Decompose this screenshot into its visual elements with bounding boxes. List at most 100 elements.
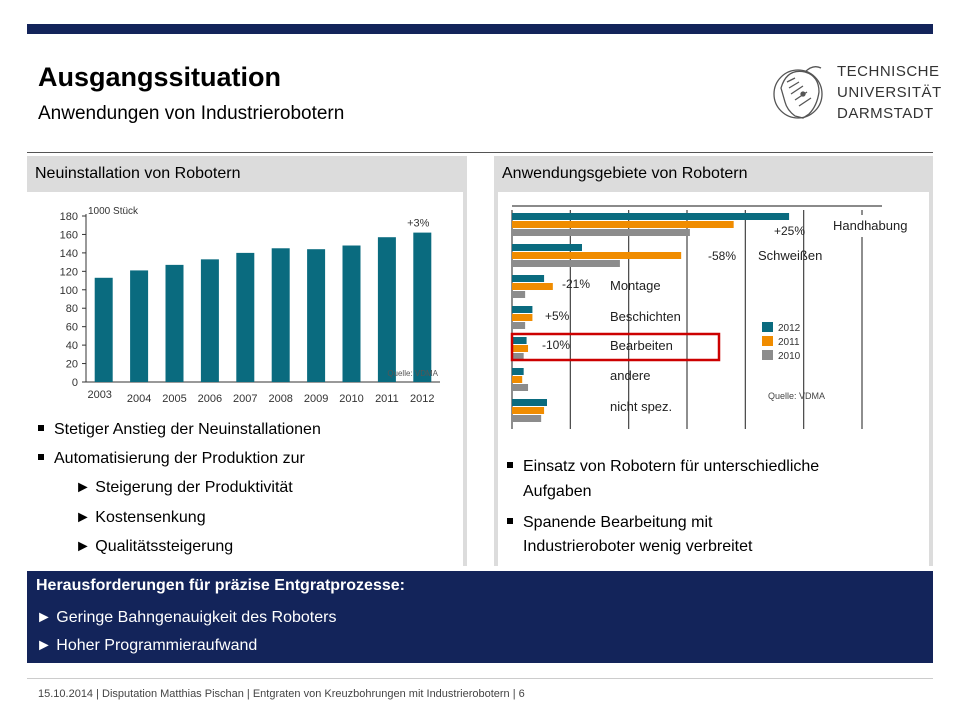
y-tick-label: 20	[66, 359, 78, 371]
category-label: Beschichten	[610, 309, 681, 324]
challenge-item-2: ► Hoher Programmieraufwand	[36, 637, 258, 654]
bullet-text: Aufgaben	[523, 483, 592, 500]
y-tick-label: 160	[60, 229, 78, 241]
highlight-box	[510, 332, 721, 362]
footer-text: 15.10.2014 | Disputation Matthias Pischa…	[38, 688, 525, 700]
bar	[94, 277, 113, 382]
footer-divider	[27, 678, 933, 679]
legend-swatch-2010	[762, 350, 773, 360]
bar	[342, 245, 361, 382]
growth-annotation: +3%	[407, 218, 430, 230]
left-bullet-1: Stetiger Anstieg der Neuinstallationen	[38, 421, 321, 439]
university-logo	[773, 66, 823, 119]
bar-2012	[512, 275, 545, 282]
y-tick-label: 140	[60, 248, 78, 260]
bar-2010	[512, 260, 620, 267]
category-label: Handhabung	[833, 218, 907, 233]
logo-line-3: DARMSTADT	[837, 105, 934, 122]
right-panel-border-right	[929, 156, 933, 566]
bar-2010	[512, 291, 526, 298]
bar-2012	[512, 368, 524, 375]
left-subbullet-2: ► Kostensenkung	[75, 509, 206, 527]
x-tick-label: 2010	[339, 393, 363, 405]
right-bullet-2: Spanende Bearbeitung mit	[507, 514, 712, 532]
right-panel-border-left	[494, 156, 498, 566]
bar	[236, 252, 255, 382]
bar-2012	[512, 337, 527, 344]
category-label: Bearbeiten	[610, 338, 673, 353]
athena-head-icon	[773, 66, 823, 119]
bar	[307, 249, 326, 382]
y-tick-label: 80	[66, 303, 78, 315]
bullet-square-icon	[38, 454, 44, 460]
right-bullet-2-cont: Industrieroboter wenig verbreitet	[523, 538, 752, 556]
bullet-text: ► Kostensenkung	[75, 509, 206, 526]
bar-2012	[512, 244, 582, 251]
right-bullet-1: Einsatz von Robotern für unterschiedlich…	[507, 458, 819, 476]
category-label: Montage	[610, 278, 661, 293]
unit-label: 1000 Stück	[88, 206, 139, 217]
x-tick-label: 2005	[162, 393, 186, 405]
y-tick-label: 120	[60, 266, 78, 278]
legend-label: 2010	[778, 351, 801, 362]
bar-2010	[512, 384, 529, 391]
x-tick-label: 2008	[268, 393, 292, 405]
bar-2010	[512, 322, 526, 329]
bullet-text: ► Steigerung der Produktivität	[75, 479, 293, 496]
left-subbullet-1: ► Steigerung der Produktivität	[75, 479, 293, 497]
right-panel-title: Anwendungsgebiete von Robotern	[502, 165, 748, 182]
bullet-text: Automatisierung der Produktion zur	[54, 450, 305, 467]
legend-swatch-2012	[762, 322, 773, 332]
bar-2010	[512, 415, 542, 422]
bullet-text: ► Qualitätssteigerung	[75, 538, 234, 555]
source-label: Quelle: VDMA	[768, 391, 825, 401]
bar-2012	[512, 213, 790, 220]
category-label: Schweißen	[758, 248, 822, 263]
bullet-square-icon	[507, 462, 513, 468]
x-tick-label: 2004	[127, 393, 151, 405]
bar-2010	[512, 229, 690, 236]
bar	[200, 259, 219, 382]
challenge-title: Herausforderungen für präzise Entgratpro…	[36, 577, 405, 594]
header-divider	[27, 152, 933, 153]
bar	[413, 232, 432, 382]
legend-swatch-2011	[762, 336, 773, 346]
bar	[271, 248, 290, 382]
growth-annotation: -21%	[562, 277, 590, 291]
category-label: andere	[610, 368, 650, 383]
y-tick-label: 60	[66, 322, 78, 334]
x-tick-label: 2011	[375, 393, 399, 405]
bullet-text: Industrieroboter wenig verbreitet	[523, 538, 753, 555]
x-tick-label: 2012	[410, 393, 434, 405]
category-label: nicht spez.	[610, 399, 672, 414]
logo-line-1: TECHNISCHE	[837, 63, 940, 80]
category-label-bg	[829, 215, 929, 237]
growth-annotation: -10%	[542, 338, 570, 352]
bullet-text: Spanende Bearbeitung mit	[523, 514, 713, 531]
bar	[165, 264, 184, 382]
bullet-text: Einsatz von Robotern für unterschiedlich…	[523, 458, 820, 475]
legend-label: 2011	[778, 337, 800, 348]
challenge-item-1: ► Geringe Bahngenauigkeit des Roboters	[36, 609, 337, 626]
source-label: Quelle: VDMA	[387, 369, 438, 378]
x-tick-label: 2009	[304, 393, 328, 405]
y-tick-label: 100	[60, 285, 78, 297]
bar-2011	[512, 376, 523, 383]
logo-line-2: UNIVERSITÄT	[837, 84, 942, 101]
bar-2010	[512, 353, 524, 360]
bullet-square-icon	[38, 425, 44, 431]
y-tick-label: 0	[72, 377, 78, 389]
bar-2011	[512, 314, 533, 321]
top-bar	[27, 24, 933, 34]
legend-label: 2012	[778, 323, 801, 334]
applications-chart: 020004000600080001000012000StückHandhabu…	[510, 205, 929, 429]
page-subtitle: Anwendungen von Industrierobotern	[38, 103, 345, 124]
challenge-box: Herausforderungen für präzise Entgratpro…	[27, 571, 933, 663]
bar-2011	[512, 252, 682, 259]
growth-annotation: -58%	[708, 249, 736, 263]
growth-annotation: +25%	[774, 224, 805, 238]
growth-annotation: +5%	[545, 309, 570, 323]
x-tick-label: 2006	[198, 393, 222, 405]
x-tick-label: 2007	[233, 393, 257, 405]
bar	[130, 270, 149, 382]
